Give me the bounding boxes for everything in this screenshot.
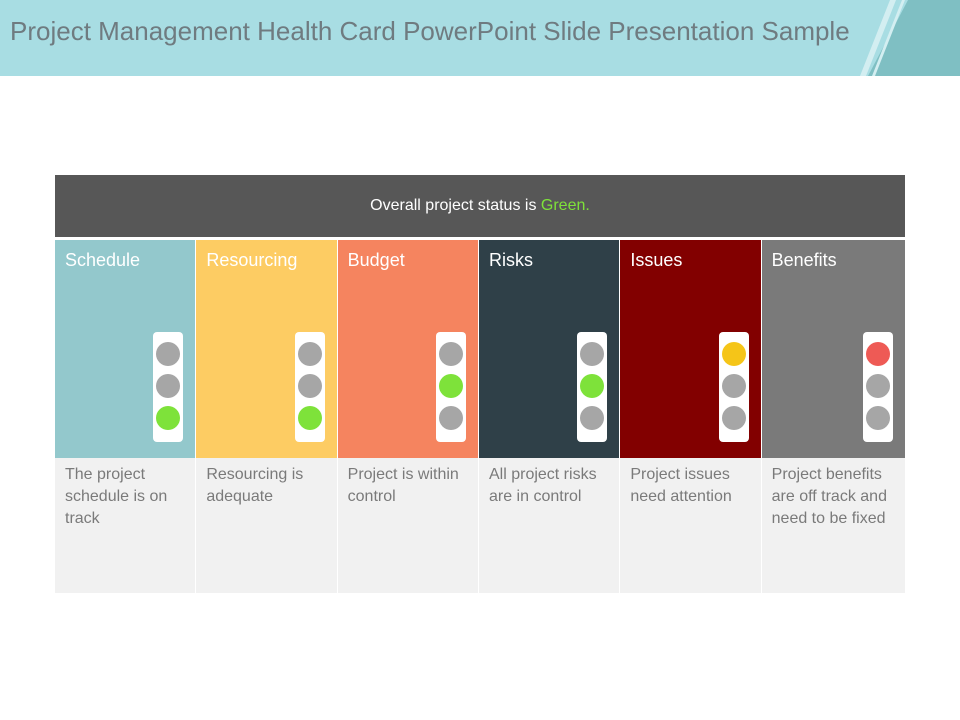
traffic-light-icon <box>435 332 466 442</box>
category-description: The project schedule is on track <box>55 458 196 593</box>
traffic-light-top <box>156 342 181 366</box>
traffic-light-icon <box>718 332 749 442</box>
category-label: Risks <box>488 250 533 270</box>
traffic-light-bottom <box>438 406 463 430</box>
traffic-light-top <box>580 342 605 366</box>
traffic-light-bottom <box>721 406 746 430</box>
category-panel: Risks <box>478 240 620 458</box>
traffic-light-icon <box>294 332 325 442</box>
category-description: Project is within control <box>337 458 478 593</box>
category-panel: Budget <box>337 240 478 458</box>
category-label: Benefits <box>771 250 837 270</box>
category-label: Schedule <box>65 250 141 270</box>
traffic-light-bottom <box>865 406 890 430</box>
traffic-light-bottom <box>580 406 605 430</box>
category-column-resourcing: Resourcing Resourcing is adequate <box>196 240 337 593</box>
category-column-budget: Budget Project is within control <box>337 240 478 593</box>
category-panel: Resourcing <box>196 240 337 458</box>
overall-status-banner: Overall project status is Green. <box>55 175 905 237</box>
category-description: Project benefits are off track and need … <box>761 458 905 593</box>
slide-title: Project Management Health Card PowerPoin… <box>10 16 850 46</box>
overall-status-highlight: Green. <box>540 197 590 214</box>
category-description: Resourcing is adequate <box>196 458 337 593</box>
category-label: Issues <box>630 250 683 270</box>
overall-status-text: Overall project status is <box>370 197 537 214</box>
header-stripes <box>860 0 960 76</box>
traffic-light-top <box>721 342 746 366</box>
category-column-risks: Risks All project risks are in control <box>478 240 620 593</box>
traffic-light-middle <box>297 374 322 398</box>
category-panel: Benefits <box>761 240 905 458</box>
category-description: All project risks are in control <box>478 458 620 593</box>
traffic-light-icon <box>153 332 184 442</box>
traffic-light-top <box>438 342 463 366</box>
category-panel: Schedule <box>55 240 196 458</box>
traffic-light-middle <box>156 374 181 398</box>
traffic-light-icon <box>577 332 608 442</box>
slide-header: Project Management Health Card PowerPoin… <box>0 0 960 76</box>
traffic-light-top <box>865 342 890 366</box>
traffic-light-middle <box>438 374 463 398</box>
traffic-light-middle <box>721 374 746 398</box>
category-label: Budget <box>347 250 405 270</box>
category-column-benefits: Benefits Project benefits are off track … <box>761 240 905 593</box>
category-description: Project issues need attention <box>620 458 761 593</box>
traffic-light-bottom <box>156 406 181 430</box>
category-label: Resourcing <box>206 250 298 270</box>
category-columns: Schedule The project schedule is on trac… <box>55 240 905 593</box>
traffic-light-middle <box>865 374 890 398</box>
health-card: Overall project status is Green. Schedul… <box>55 175 905 593</box>
traffic-light-icon <box>862 332 893 442</box>
traffic-light-bottom <box>297 406 322 430</box>
category-panel: Issues <box>620 240 761 458</box>
category-column-schedule: Schedule The project schedule is on trac… <box>55 240 196 593</box>
category-column-issues: Issues Project issues need attention <box>620 240 761 593</box>
traffic-light-middle <box>580 374 605 398</box>
traffic-light-top <box>297 342 322 366</box>
